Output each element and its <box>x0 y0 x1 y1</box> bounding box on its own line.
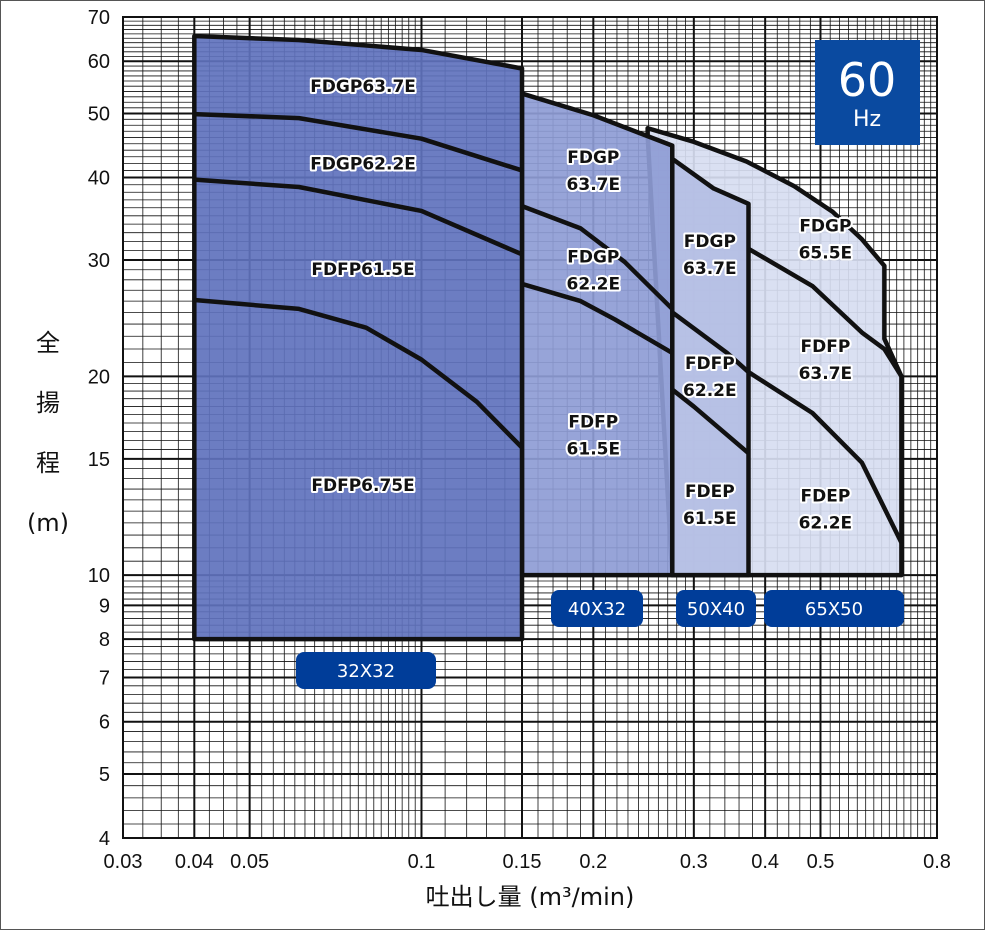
y-axis-title: 全 <box>36 329 60 357</box>
x-tick-label: 0.1 <box>408 851 436 873</box>
performance-curve <box>670 387 750 455</box>
y-tick-label: 10 <box>88 565 110 587</box>
y-tick-label: 15 <box>88 449 110 471</box>
y-tick-label: 5 <box>99 764 110 786</box>
frequency-unit: Hz <box>853 107 881 132</box>
size-badge-50x40 <box>676 590 756 627</box>
model-label: FDGP <box>567 148 619 168</box>
model-label: 62.2E <box>799 513 853 533</box>
y-tick-label: 50 <box>88 104 110 126</box>
model-label: FDGP <box>567 247 619 267</box>
model-label: FDGP <box>684 232 736 252</box>
x-tick-label: 0.2 <box>579 851 607 873</box>
frequency-value: 60 <box>838 53 897 107</box>
model-label: 61.5E <box>683 509 737 529</box>
x-tick-label: 0.05 <box>230 851 269 873</box>
model-label: 62.2E <box>683 381 737 401</box>
y-tick-label: 60 <box>88 51 110 73</box>
size-badge-label: 65X50 <box>805 599 863 620</box>
x-tick-label: 0.8 <box>923 851 951 873</box>
size-badge-label: 50X40 <box>687 599 745 620</box>
x-tick-label: 0.3 <box>680 851 708 873</box>
size-badge-40x32 <box>551 590 643 627</box>
y-tick-label: 40 <box>88 168 110 190</box>
y-tick-label: 70 <box>88 7 110 29</box>
model-label: 63.7E <box>799 364 853 384</box>
model-label: 62.2E <box>567 274 621 294</box>
y-tick-label: 6 <box>99 712 110 734</box>
model-label: FDGP63.7E <box>310 77 416 97</box>
y-tick-label: 7 <box>99 667 110 689</box>
performance-curve <box>521 204 674 311</box>
model-label: FDEP <box>685 482 735 502</box>
model-label: 61.5E <box>567 440 621 460</box>
y-axis-title: 程 <box>36 449 60 477</box>
model-label: 63.7E <box>567 175 621 195</box>
size-badge-32x32 <box>296 652 436 689</box>
performance-curve <box>194 297 524 450</box>
performance-curve <box>194 111 523 173</box>
model-label: FDFP <box>568 413 618 433</box>
y-tick-label: 9 <box>99 595 110 617</box>
x-axis-title: 吐出し量 (m³/min) <box>426 883 635 911</box>
model-label: 63.7E <box>683 259 737 279</box>
frequency-badge <box>815 40 920 145</box>
model-label: FDEP <box>800 486 850 506</box>
model-label: FDFP6.75E <box>311 476 414 496</box>
model-label: FDFP61.5E <box>311 260 414 280</box>
model-label: FDGP <box>799 216 851 236</box>
y-axis-title: (m) <box>27 509 69 537</box>
y-tick-label: 30 <box>88 250 110 272</box>
y-axis-title: 揚 <box>36 389 60 417</box>
model-label: FDFP <box>685 354 735 374</box>
x-tick-label: 0.04 <box>175 851 214 873</box>
x-tick-label: 0.03 <box>104 851 143 873</box>
y-tick-label: 8 <box>99 629 110 651</box>
size-badge-label: 32X32 <box>337 661 395 682</box>
performance-curve <box>194 177 523 257</box>
size-badge-65x50 <box>764 590 904 627</box>
model-label: FDFP <box>800 337 850 357</box>
x-tick-label: 0.15 <box>503 851 542 873</box>
plot-border <box>122 16 938 839</box>
model-label: 65.5E <box>799 243 853 263</box>
x-tick-label: 0.5 <box>807 851 835 873</box>
y-tick-label: 20 <box>88 366 110 388</box>
x-tick-label: 0.4 <box>751 851 779 873</box>
model-label: FDGP62.2E <box>310 155 416 175</box>
performance-curve <box>747 246 904 378</box>
y-tick-label: 4 <box>99 828 110 850</box>
size-badge-label: 40X32 <box>568 599 626 620</box>
performance-curve <box>670 310 904 544</box>
performance-curve <box>521 281 674 355</box>
